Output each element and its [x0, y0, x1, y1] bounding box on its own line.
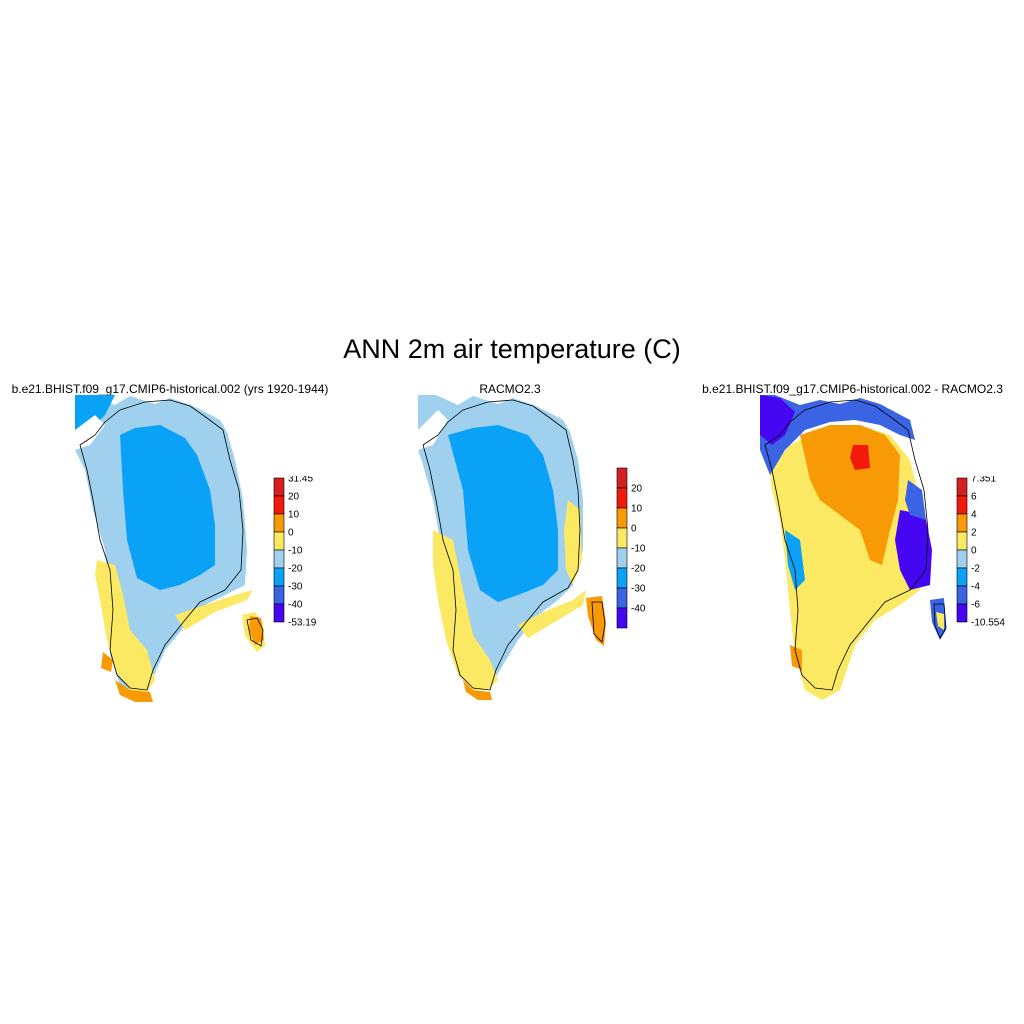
colorbar-tick-label: -2	[971, 564, 980, 575]
colorbar-tick-label: 0	[971, 546, 977, 557]
colorbar-swatch	[273, 603, 285, 623]
region-ice-blue	[120, 425, 215, 590]
colorbar-tick-label: -53.19	[288, 618, 317, 629]
svalbard-coastline	[591, 601, 606, 643]
region-svalbard-orange	[249, 616, 264, 645]
colorbar-swatch	[616, 607, 628, 629]
colorbar-swatch	[956, 549, 968, 569]
region-red-peak	[850, 445, 870, 470]
colorbar-tick-label: -6	[971, 600, 980, 611]
colorbar-tick-label: 2	[971, 528, 977, 539]
region-orange-center	[800, 425, 900, 565]
colorbar-tick-label: -30	[631, 584, 646, 595]
colorbar-tick-label: -10	[631, 544, 646, 555]
colorbar-swatch	[956, 477, 968, 497]
figure-title: ANN 2m air temperature (C)	[343, 334, 681, 364]
panel-1-map	[75, 395, 265, 702]
colorbar-swatch	[956, 603, 968, 623]
region-coast-yellow-west	[95, 560, 155, 695]
region-coast-yellow-west	[433, 530, 498, 690]
panel-1-colorbar: 31.45 20 10 0 -10 -20 -30 -40 -53.19	[273, 476, 317, 629]
svalbard-coastline	[933, 603, 947, 639]
region-ice-blue	[448, 425, 558, 602]
coastline	[422, 399, 581, 691]
colorbar-tick-label: -30	[288, 582, 303, 593]
colorbar-swatch	[273, 513, 285, 533]
colorbar-tick-label: 20	[288, 492, 300, 503]
panel-3-title: b.e21.BHIST.f09_g17.CMIP6-historical.002…	[702, 382, 1003, 396]
colorbar-tick-label: -10	[288, 546, 303, 557]
svalbard-coastline	[246, 617, 264, 647]
colorbar-swatch	[616, 507, 628, 529]
colorbar-tick-label: 6	[971, 492, 977, 503]
panel-3-colorbar: 7.351 6 4 2 0 -2 -4 -6 -10.554	[956, 476, 1005, 629]
colorbar-swatch	[616, 527, 628, 549]
region-south-orange	[463, 680, 492, 700]
colorbar-swatch	[616, 487, 628, 509]
coastline	[79, 399, 244, 691]
region-violet-northwest	[760, 395, 795, 445]
region-coast-yellow-east	[564, 500, 582, 585]
colorbar-tick-label: 7.351	[971, 476, 996, 485]
region-svalbard-yellow	[936, 612, 944, 630]
colorbar-swatch	[273, 495, 285, 515]
colorbar-swatch	[273, 567, 285, 587]
colorbar-tick-label: -4	[971, 582, 980, 593]
colorbar-tick-label: -40	[631, 604, 646, 615]
region-southwest-orange	[101, 652, 113, 672]
colorbar-tick-label: -20	[631, 564, 646, 575]
colorbar-tick-label: 0	[631, 524, 637, 535]
panel-2-map	[418, 395, 606, 700]
colorbar-swatch	[956, 567, 968, 587]
coastline	[764, 399, 929, 691]
colorbar-swatch	[956, 585, 968, 605]
colorbar-swatch	[956, 513, 968, 533]
colorbar-swatch	[273, 585, 285, 605]
panel-1-title: b.e21.BHIST.f09_g17.CMIP6-historical.002…	[11, 382, 329, 396]
region-violet-east	[895, 510, 932, 590]
colorbar-swatch	[616, 467, 628, 489]
region-cyan-west	[785, 530, 805, 590]
region-coast-yellow-south	[175, 590, 253, 630]
region-south-orange	[115, 680, 153, 702]
region-coast-yellow-south	[518, 590, 586, 638]
colorbar-swatch	[956, 495, 968, 515]
greenland-field	[418, 395, 606, 700]
colorbar-tick-label: -20	[288, 564, 303, 575]
colorbar-swatch	[273, 549, 285, 569]
colorbar-tick-label: 31.45	[288, 476, 313, 485]
greenland-field	[760, 395, 946, 700]
colorbar-tick-label: -10.554	[971, 618, 1005, 629]
greenland-field	[75, 395, 265, 702]
region-northwest-white	[418, 410, 448, 450]
panel-2-title: RACMO2.3	[479, 382, 541, 396]
region-svalbard-orange	[586, 596, 606, 646]
colorbar-tick-label: 20	[631, 484, 643, 495]
colorbar-swatch	[956, 531, 968, 551]
region-northwest-white	[75, 415, 105, 450]
colorbar-swatch	[616, 587, 628, 609]
colorbar-tick-label: 0	[288, 528, 294, 539]
colorbar-tick-label: 10	[631, 504, 643, 515]
colorbar-swatch	[616, 547, 628, 569]
region-blue-east	[905, 480, 926, 520]
colorbar-tick-label: 10	[288, 510, 300, 521]
panel-2-colorbar: 20 10 0 -10 -20 -30 -40	[616, 467, 646, 629]
colorbar-tick-label: -40	[288, 600, 303, 611]
colorbar-swatch	[273, 477, 285, 497]
panel-3-map	[760, 395, 947, 700]
colorbar-tick-label: 4	[971, 510, 977, 521]
colorbar-swatch	[616, 567, 628, 589]
colorbar-swatch	[273, 531, 285, 551]
